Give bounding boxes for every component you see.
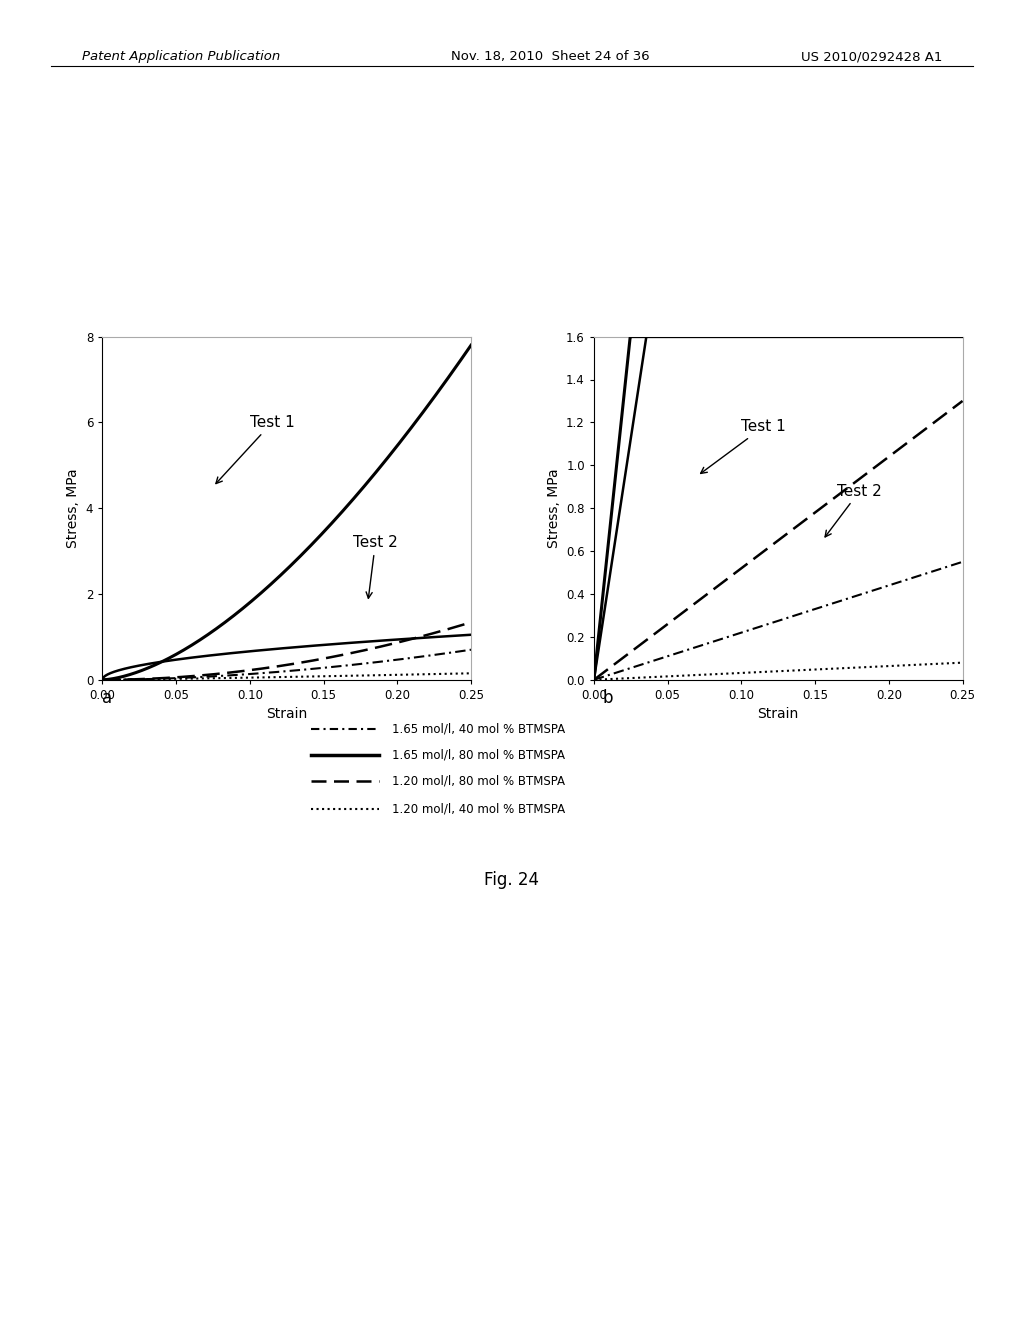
- Text: Nov. 18, 2010  Sheet 24 of 36: Nov. 18, 2010 Sheet 24 of 36: [451, 50, 649, 63]
- Text: 1.20 mol/l, 80 mol % BTMSPA: 1.20 mol/l, 80 mol % BTMSPA: [392, 775, 565, 788]
- Y-axis label: Stress, MPa: Stress, MPa: [67, 469, 80, 548]
- Text: Test 1: Test 1: [216, 414, 295, 483]
- Text: Patent Application Publication: Patent Application Publication: [82, 50, 281, 63]
- Text: Fig. 24: Fig. 24: [484, 871, 540, 890]
- X-axis label: Strain: Strain: [758, 708, 799, 722]
- Text: US 2010/0292428 A1: US 2010/0292428 A1: [801, 50, 942, 63]
- Text: 1.65 mol/l, 80 mol % BTMSPA: 1.65 mol/l, 80 mol % BTMSPA: [392, 748, 565, 762]
- Text: Test 1: Test 1: [700, 420, 786, 474]
- Text: b: b: [602, 689, 612, 708]
- Text: Test 2: Test 2: [825, 483, 882, 537]
- Text: 1.65 mol/l, 40 mol % BTMSPA: 1.65 mol/l, 40 mol % BTMSPA: [392, 722, 565, 735]
- X-axis label: Strain: Strain: [266, 708, 307, 722]
- Text: 1.20 mol/l, 40 mol % BTMSPA: 1.20 mol/l, 40 mol % BTMSPA: [392, 803, 565, 816]
- Text: a: a: [102, 689, 113, 708]
- Y-axis label: Stress, MPa: Stress, MPa: [547, 469, 560, 548]
- Text: Test 2: Test 2: [353, 535, 398, 598]
